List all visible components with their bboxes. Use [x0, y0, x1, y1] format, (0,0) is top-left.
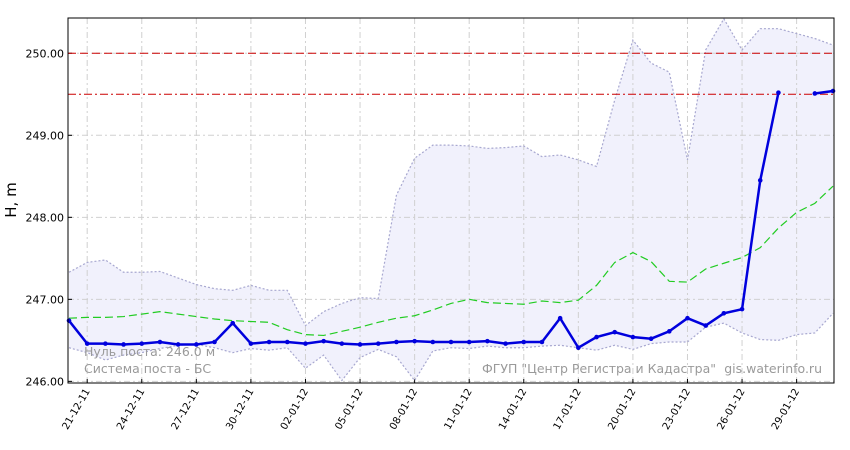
band-edge [68, 312, 834, 382]
data-point [466, 339, 472, 345]
data-point [248, 341, 254, 346]
data-point [394, 339, 399, 345]
data-point [284, 339, 290, 345]
x-tick-label: 08-01-12 [388, 387, 420, 432]
data-point [66, 318, 72, 323]
data-point [630, 334, 636, 340]
x-tick-label: 23-01-12 [661, 387, 693, 432]
data-point [503, 341, 508, 346]
series-line [68, 185, 834, 337]
x-tick-label: 26-01-12 [715, 387, 747, 432]
series-line [68, 89, 834, 350]
data-point [539, 339, 545, 345]
data-point [194, 342, 199, 347]
annotation: Нуль поста: 246.0 м [84, 344, 215, 359]
data-point [157, 339, 163, 345]
data-point [357, 342, 363, 347]
x-tick-label: 02-01-12 [279, 387, 311, 432]
data-point [830, 88, 836, 94]
band-edge [68, 17, 834, 327]
data-point [412, 338, 417, 344]
data-point [321, 338, 326, 344]
data-point [230, 320, 236, 326]
y-tick-label: 247.00 [26, 293, 65, 306]
data-point [776, 90, 781, 95]
data-point [612, 329, 618, 335]
x-tick-label: 20-01-12 [606, 387, 638, 432]
data-point [121, 342, 126, 347]
y-tick-label: 249.00 [26, 129, 65, 142]
data-point [175, 342, 181, 347]
data-point [739, 306, 745, 312]
x-tick-label: 27-12-11 [170, 387, 202, 432]
data-point [303, 341, 308, 346]
band-fill [69, 18, 833, 381]
data-point [576, 345, 581, 351]
x-tick-label: 21-12-11 [61, 387, 93, 432]
data-point [139, 341, 145, 346]
data-point [703, 323, 708, 328]
x-tick-label: 17-01-12 [552, 387, 584, 432]
data-point [812, 91, 818, 96]
x-tick-label: 24-12-11 [115, 387, 147, 432]
data-point [266, 339, 272, 345]
y-tick-label: 246.00 [26, 375, 65, 388]
data-point [721, 310, 727, 316]
x-tick-label: 29-01-12 [770, 387, 802, 432]
data-point [84, 341, 90, 346]
x-tick-label: 30-12-11 [224, 387, 256, 432]
data-point [212, 339, 217, 345]
data-point [339, 341, 345, 346]
data-point [757, 178, 763, 183]
x-tick-label: 14-01-12 [497, 387, 529, 432]
data-point [485, 338, 490, 344]
plot-frame [67, 17, 835, 384]
y-axis-label: H, m [2, 182, 20, 217]
data-point [375, 341, 381, 346]
data-point [430, 339, 436, 345]
annotation: gis.waterinfo.ru [724, 361, 822, 376]
y-tick-label: 248.00 [26, 211, 65, 224]
annotation: ФГУП "Центр Регистра и Кадастра" [482, 361, 716, 376]
data-point [666, 329, 672, 334]
data-point [103, 341, 108, 346]
data-point [648, 336, 654, 342]
data-point [521, 339, 527, 345]
annotation: Система поста - БС [84, 361, 211, 376]
data-point [448, 339, 454, 345]
data-point [594, 334, 599, 340]
y-tick-label: 250.00 [26, 47, 65, 60]
data-point [685, 315, 690, 321]
x-tick-label: 05-01-12 [333, 387, 365, 432]
data-point [557, 315, 563, 321]
x-tick-label: 11-01-12 [443, 387, 475, 432]
